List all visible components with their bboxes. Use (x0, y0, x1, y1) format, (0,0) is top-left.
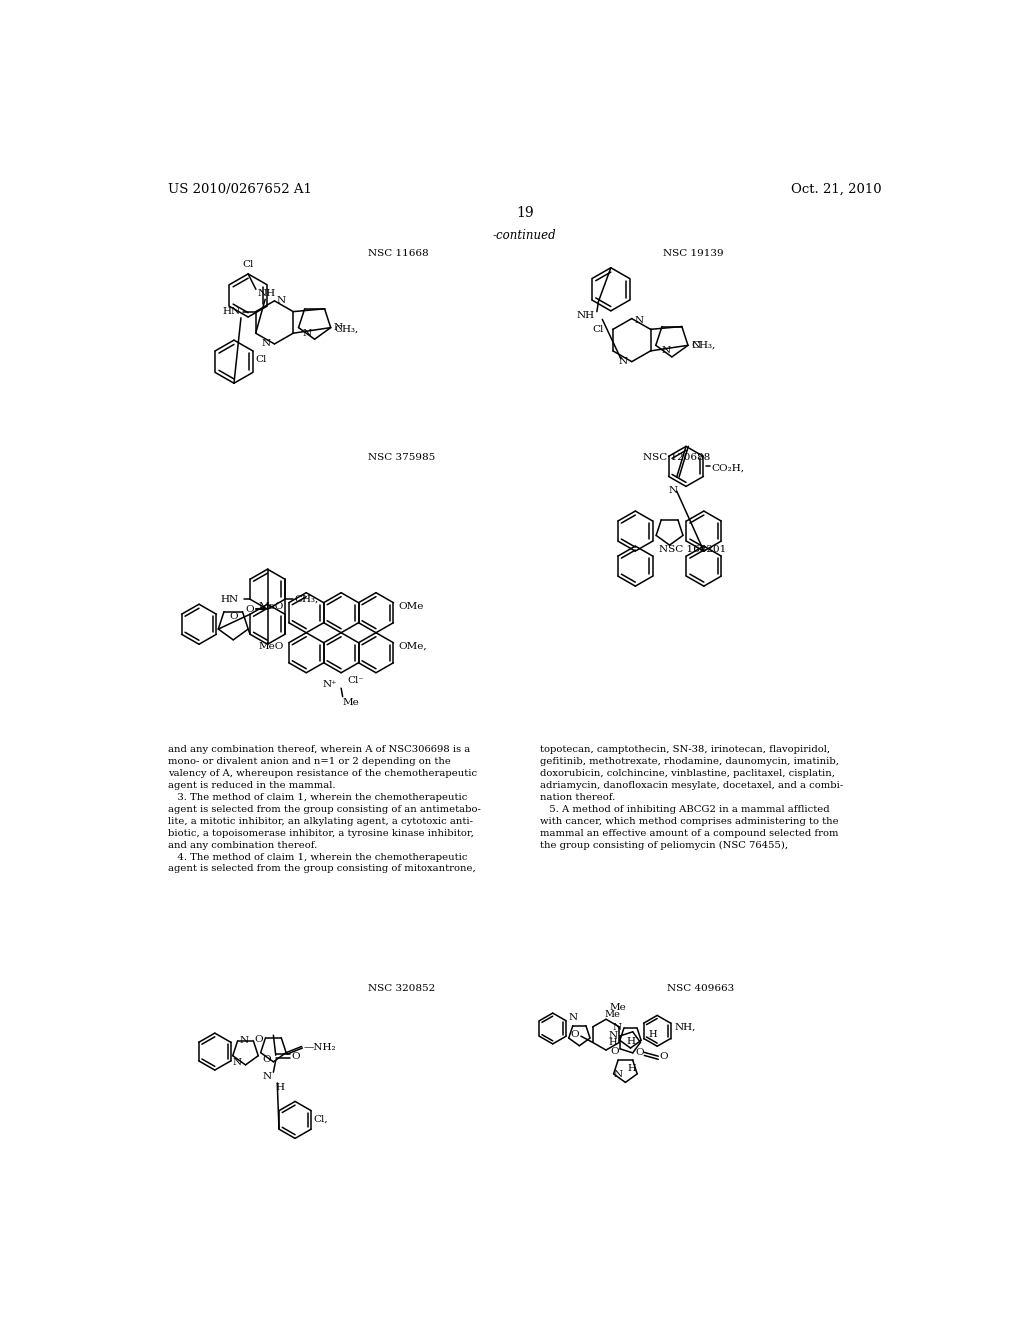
Text: 19: 19 (516, 206, 534, 220)
Text: CO₂H,: CO₂H, (712, 463, 744, 473)
Text: doxorubicin, colchincine, vinblastine, paclitaxel, cisplatin,: doxorubicin, colchincine, vinblastine, p… (541, 770, 836, 777)
Text: NSC 320852: NSC 320852 (369, 983, 435, 993)
Text: O: O (610, 1047, 618, 1056)
Text: N: N (240, 1036, 249, 1045)
Text: US 2010/0267652 A1: US 2010/0267652 A1 (168, 183, 312, 197)
Text: N: N (612, 1023, 622, 1032)
Text: O: O (570, 1030, 579, 1039)
Text: Me: Me (604, 1010, 621, 1019)
Text: N: N (302, 329, 311, 338)
Text: agent is selected from the group consisting of an antimetabo-: agent is selected from the group consist… (168, 805, 481, 814)
Text: HN: HN (222, 308, 241, 315)
Text: H: H (275, 1082, 285, 1092)
Text: Oct. 21, 2010: Oct. 21, 2010 (791, 183, 882, 197)
Text: Me: Me (343, 698, 359, 708)
Text: O: O (635, 1048, 644, 1057)
Text: Me: Me (610, 1003, 627, 1012)
Text: MeO: MeO (258, 602, 284, 611)
Text: adriamycin, danofloxacin mesylate, docetaxel, and a combi-: adriamycin, danofloxacin mesylate, docet… (541, 781, 844, 789)
Text: and any combination thereof, wherein A of NSC306698 is a: and any combination thereof, wherein A o… (168, 744, 471, 754)
Text: -continued: -continued (493, 230, 557, 243)
Text: topotecan, camptothecin, SN-38, irinotecan, flavopiridol,: topotecan, camptothecin, SN-38, irinotec… (541, 744, 830, 754)
Text: H: H (627, 1064, 636, 1073)
Text: N: N (669, 487, 678, 495)
Text: N: N (662, 346, 671, 355)
Text: N: N (618, 358, 628, 366)
Text: Cl,: Cl, (313, 1114, 328, 1123)
Text: O: O (245, 605, 254, 614)
Text: —NH₂: —NH₂ (303, 1043, 336, 1052)
Text: N: N (276, 297, 286, 305)
Text: agent is selected from the group consisting of mitoxantrone,: agent is selected from the group consist… (168, 865, 476, 874)
Text: CH₃,: CH₃, (692, 341, 716, 350)
Text: Cl: Cl (243, 260, 254, 268)
Text: gefitinib, methotrexate, rhodamine, daunomycin, imatinib,: gefitinib, methotrexate, rhodamine, daun… (541, 758, 840, 766)
Text: NSC 11668: NSC 11668 (369, 249, 429, 259)
Text: lite, a mitotic inhibitor, an alkylating agent, a cytotoxic anti-: lite, a mitotic inhibitor, an alkylating… (168, 817, 473, 826)
Text: H: H (648, 1030, 657, 1039)
Text: 3. The method of claim 1, wherein the chemotherapeutic: 3. The method of claim 1, wherein the ch… (168, 793, 468, 801)
Text: O: O (262, 1055, 271, 1064)
Text: NSC 19139: NSC 19139 (663, 249, 723, 259)
Text: nation thereof.: nation thereof. (541, 793, 615, 801)
Text: N: N (263, 1072, 271, 1081)
Text: NSC 168201: NSC 168201 (658, 545, 726, 554)
Text: N: N (232, 1059, 242, 1067)
Text: N: N (691, 341, 700, 350)
Text: NH,: NH, (675, 1023, 696, 1031)
Text: N⁺: N⁺ (323, 680, 337, 689)
Text: CH₃,: CH₃, (294, 595, 318, 603)
Text: 4. The method of claim 1, wherein the chemotherapeutic: 4. The method of claim 1, wherein the ch… (168, 853, 468, 862)
Text: HN: HN (220, 595, 239, 603)
Text: agent is reduced in the mammal.: agent is reduced in the mammal. (168, 781, 336, 789)
Text: O: O (255, 1035, 263, 1044)
Text: and any combination thereof.: and any combination thereof. (168, 841, 317, 850)
Text: mammal an effective amount of a compound selected from: mammal an effective amount of a compound… (541, 829, 839, 838)
Text: N: N (261, 339, 270, 348)
Text: Cl⁻: Cl⁻ (347, 676, 365, 685)
Text: NSC 409663: NSC 409663 (667, 983, 734, 993)
Text: valency of A, whereupon resistance of the chemotherapeutic: valency of A, whereupon resistance of th… (168, 770, 477, 777)
Text: NSC 120688: NSC 120688 (643, 453, 711, 462)
Text: N: N (334, 323, 343, 333)
Text: NH: NH (257, 289, 275, 297)
Text: H: H (608, 1038, 617, 1047)
Text: N: N (634, 315, 643, 325)
Text: O: O (659, 1052, 669, 1061)
Text: 5. A method of inhibiting ABCG2 in a mammal afflicted: 5. A method of inhibiting ABCG2 in a mam… (541, 805, 829, 814)
Text: N: N (568, 1012, 578, 1022)
Text: with cancer, which method comprises administering to the: with cancer, which method comprises admi… (541, 817, 839, 826)
Text: mono- or divalent anion and n=1 or 2 depending on the: mono- or divalent anion and n=1 or 2 dep… (168, 758, 452, 766)
Text: the group consisting of peliomycin (NSC 76455),: the group consisting of peliomycin (NSC … (541, 841, 788, 850)
Text: OMe,: OMe, (398, 642, 427, 651)
Text: N: N (614, 1069, 623, 1078)
Text: O: O (229, 611, 238, 620)
Text: Cl: Cl (592, 325, 604, 334)
Text: MeO: MeO (258, 642, 284, 651)
Text: NSC 375985: NSC 375985 (369, 453, 435, 462)
Text: O: O (291, 1052, 300, 1061)
Text: OMe: OMe (398, 602, 424, 611)
Text: CH₃,: CH₃, (335, 325, 358, 334)
Text: Cl: Cl (255, 355, 266, 364)
Text: biotic, a topoisomerase inhibitor, a tyrosine kinase inhibitor,: biotic, a topoisomerase inhibitor, a tyr… (168, 829, 474, 838)
Text: N: N (609, 1031, 617, 1040)
Text: H: H (627, 1038, 635, 1047)
Text: NH: NH (577, 312, 595, 319)
